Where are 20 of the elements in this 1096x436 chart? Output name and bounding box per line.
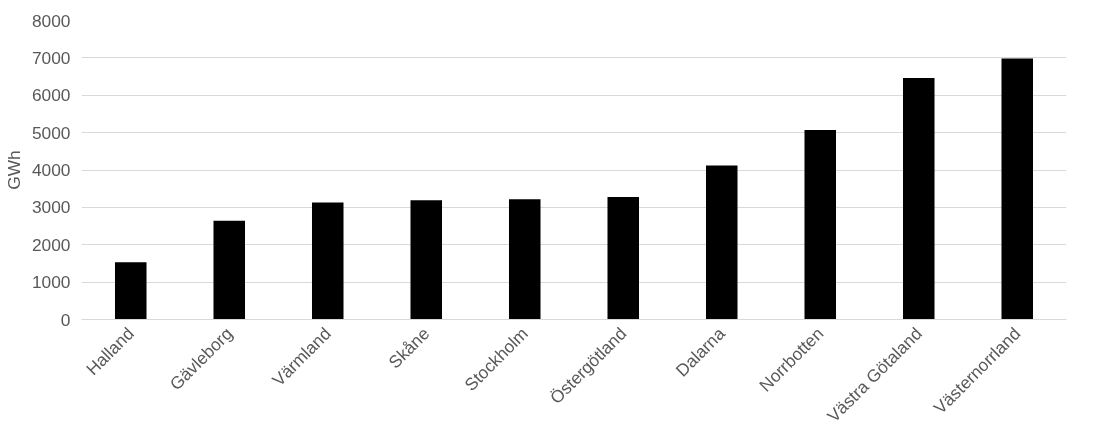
- bar: [902, 78, 935, 320]
- bar: [804, 130, 837, 320]
- y-axis-title: GWh: [3, 150, 24, 190]
- bar: [114, 262, 147, 320]
- bar: [213, 220, 246, 320]
- bar: [1001, 58, 1034, 320]
- y-tick-label: 6000: [31, 85, 71, 106]
- bar: [705, 165, 738, 320]
- y-tick-label: 4000: [31, 160, 71, 180]
- y-tick-label: 1000: [31, 272, 71, 293]
- y-tick-label: 7000: [31, 47, 71, 68]
- bar: [607, 196, 640, 320]
- y-tick-label: 8000: [31, 10, 71, 31]
- y-tick-label: 5000: [31, 122, 71, 143]
- bar: [311, 202, 344, 320]
- bar: [508, 199, 541, 320]
- y-tick-label: 2000: [31, 234, 71, 255]
- bar: [410, 200, 443, 320]
- y-tick-label: 0: [60, 309, 71, 330]
- y-tick-label: 3000: [31, 197, 71, 218]
